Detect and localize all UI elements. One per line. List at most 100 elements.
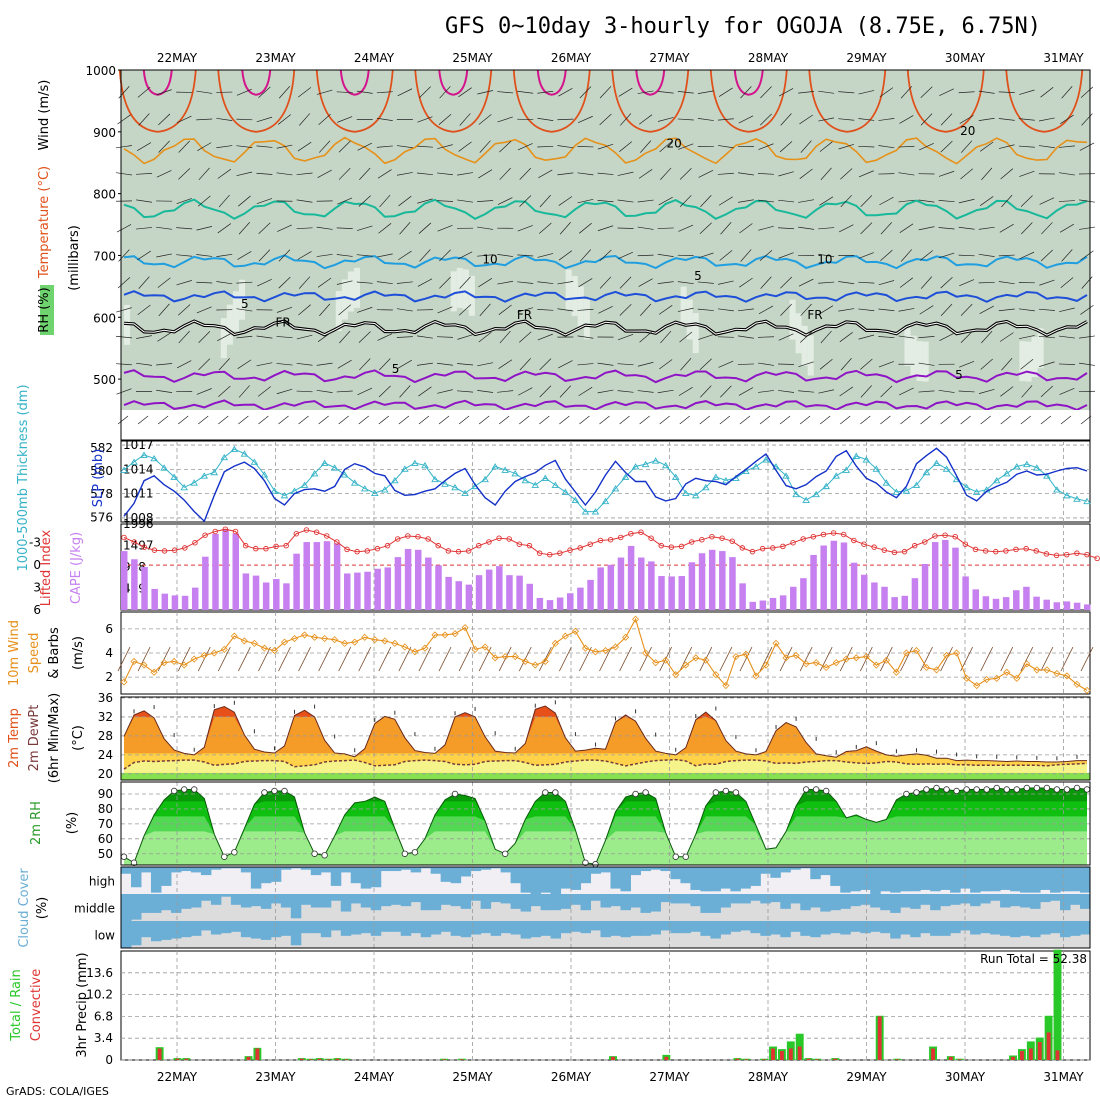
wind-barb xyxy=(478,278,493,288)
wind-speed-point xyxy=(822,663,830,672)
cape-bar xyxy=(597,567,604,610)
wind-barb xyxy=(1060,114,1074,125)
wind-barb xyxy=(657,281,674,284)
wind-barb xyxy=(217,223,232,234)
cloud-cover-bar xyxy=(560,921,572,934)
cloud-cover-bar xyxy=(230,867,242,869)
isotherm-25 xyxy=(315,69,394,133)
ylabel-dewpt: 2m DewPt xyxy=(27,705,42,772)
wind-speed-point xyxy=(381,637,389,645)
cloud-cover-bar xyxy=(970,894,981,907)
thickness-point xyxy=(942,465,951,472)
wind-barb xyxy=(717,280,734,285)
wind-barb xyxy=(879,87,894,98)
cape-bar xyxy=(516,575,523,610)
thickness-point xyxy=(220,453,229,461)
cloud-cover-bar xyxy=(780,894,791,909)
surface-barb xyxy=(438,415,450,425)
wind-barb xyxy=(116,224,132,233)
wind-barb xyxy=(138,276,150,289)
wind-barb xyxy=(878,361,894,368)
cloud-cover-bar xyxy=(250,894,262,907)
rh-column-dry xyxy=(692,313,699,354)
thickness-point xyxy=(130,458,138,465)
wind-barb xyxy=(677,118,694,121)
thickness-point xyxy=(561,488,570,495)
wind-barb xyxy=(316,89,333,95)
cloud-cover-bar xyxy=(520,867,532,893)
wind-speed-point xyxy=(491,654,499,662)
precip-convective-bar xyxy=(664,1056,669,1060)
thickness-point xyxy=(651,457,660,464)
wind-speed-point xyxy=(551,639,559,647)
cloud-cover-bar xyxy=(240,867,252,873)
wind-barb xyxy=(657,91,674,94)
wind-barb xyxy=(116,307,132,313)
cloud-cover-bar xyxy=(340,921,352,936)
wind-speed-point xyxy=(1033,666,1041,674)
wind-barb xyxy=(677,91,694,94)
wind-barb xyxy=(477,254,494,257)
cloud-cover-bar xyxy=(600,921,611,938)
wind-speed-point xyxy=(752,672,760,680)
cape-bar xyxy=(465,584,473,610)
cloud-cover-bar xyxy=(550,894,562,911)
cape-bar xyxy=(252,575,260,610)
day-label-bottom: 31MAY xyxy=(1043,1070,1084,1084)
wind-barb xyxy=(437,362,453,366)
lifted-index-point xyxy=(881,547,888,553)
wind-barb xyxy=(519,358,531,371)
isotherm-25 xyxy=(808,69,887,133)
lifted-index-point xyxy=(516,541,523,547)
rh2m-extreme-point xyxy=(1013,786,1020,793)
thickness-point xyxy=(762,456,770,463)
lifted-index-point xyxy=(709,533,715,540)
thickness-point xyxy=(571,496,580,503)
cloud-cover-bar xyxy=(860,921,871,934)
cloud-cover-bar xyxy=(1000,894,1011,908)
wind-barb xyxy=(1058,200,1075,202)
day-label-top: 22MAY xyxy=(157,51,198,65)
wind-barb xyxy=(619,141,632,152)
wind-barb xyxy=(800,331,813,343)
cloud-cover-bar xyxy=(410,867,422,873)
wind-barb xyxy=(697,90,714,94)
wind-barb xyxy=(439,249,451,262)
wind-barb xyxy=(477,390,494,393)
cloud-cover-bar xyxy=(140,921,152,938)
cloud-cover-bar xyxy=(900,894,911,908)
wind-barb xyxy=(1020,195,1033,207)
wind-barb xyxy=(1079,335,1095,339)
wind-barb xyxy=(557,118,574,121)
lifted-index-point xyxy=(263,545,269,552)
lifted-index-tick: -3 xyxy=(29,536,41,550)
wind-barb xyxy=(196,254,213,257)
surface-barb xyxy=(157,415,169,425)
cloud-level-label: middle xyxy=(74,902,115,916)
day-label-top: 27MAY xyxy=(649,51,690,65)
wind-barb xyxy=(918,226,935,231)
wind-barb xyxy=(497,254,514,257)
wind-barb xyxy=(597,389,614,394)
rh2m-extreme-point xyxy=(712,789,720,796)
cloud-cover-bar xyxy=(980,921,991,934)
wind-barb xyxy=(439,276,451,289)
cloud-cover-bar xyxy=(970,867,981,893)
wind-barb-10m xyxy=(1040,646,1054,672)
ylabel-rh: RH (%) xyxy=(37,287,52,332)
wind-barb-10m xyxy=(298,646,311,672)
lifted-index-point xyxy=(506,536,512,542)
thickness-point xyxy=(310,470,319,477)
rh-column-dry xyxy=(686,299,693,340)
wind-barb xyxy=(376,253,393,258)
cloud-cover-bar xyxy=(910,867,921,892)
wind-barb xyxy=(216,281,233,285)
cloud-cover-bar xyxy=(730,894,741,904)
pressure-tick: 800 xyxy=(93,188,116,202)
cloud-cover-bar xyxy=(490,894,502,903)
wind-speed-point xyxy=(401,643,409,651)
cape-bar xyxy=(607,564,615,610)
wind-speed-point xyxy=(621,633,630,641)
wind-barb xyxy=(838,143,854,150)
thickness-point xyxy=(1063,492,1071,499)
